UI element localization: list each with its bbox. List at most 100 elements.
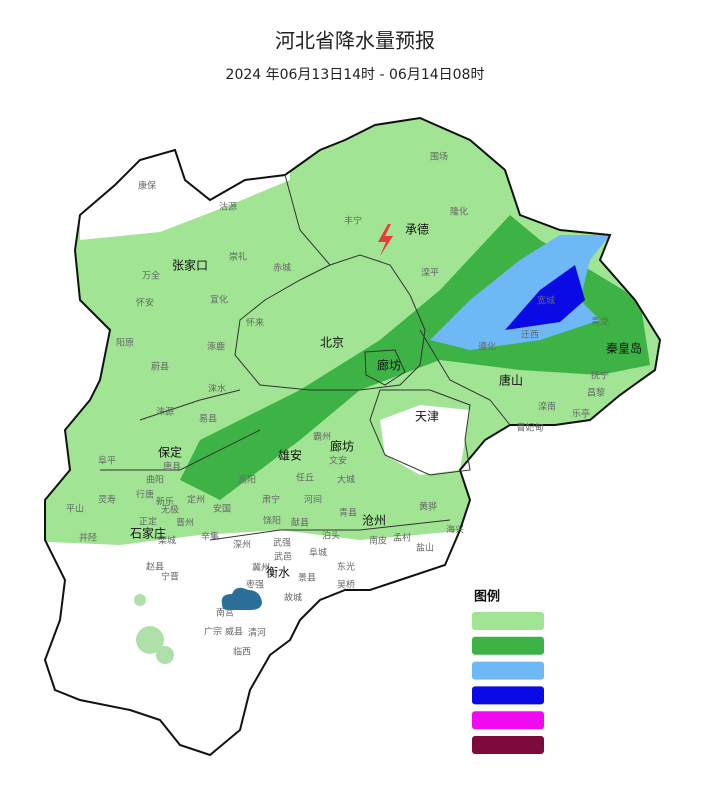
- county-label: 井陉: [79, 532, 97, 544]
- county-label: 万全: [142, 270, 160, 282]
- legend-swatch: [472, 736, 544, 754]
- county-label: 吴桥: [337, 579, 355, 591]
- city-label: 秦皇岛: [606, 341, 642, 356]
- county-label: 怀安: [136, 297, 154, 309]
- city-label: 张家口: [172, 258, 208, 273]
- county-label: 涞源: [156, 407, 174, 418]
- city-label: 唐山: [499, 373, 523, 388]
- county-label: 青龙: [591, 316, 609, 328]
- city-label: 石家庄: [130, 526, 166, 541]
- legend-swatch: [472, 711, 544, 730]
- city-label: 北京: [320, 336, 344, 350]
- county-label: 曹妃甸: [516, 422, 543, 434]
- county-label: 唐县: [163, 461, 181, 473]
- city-label: 雄安: [278, 448, 302, 463]
- legend-title: 图例: [474, 589, 500, 605]
- county-label: 枣强: [246, 580, 264, 591]
- county-label: 南宫: [216, 607, 234, 619]
- county-label: 清河: [248, 627, 266, 639]
- county-label: 行唐: [136, 489, 154, 501]
- legend: 图例: [472, 589, 544, 754]
- area-light-blue: [430, 235, 610, 350]
- county-label: 肃宁: [262, 494, 280, 506]
- legend-swatch: [472, 661, 544, 680]
- county-label: 冀州: [252, 562, 270, 574]
- county-label: 武邑: [274, 551, 292, 563]
- county-label: 栾城: [158, 535, 176, 547]
- county-label: 曲阳: [146, 475, 164, 486]
- city-label: 承德: [405, 222, 429, 237]
- city-label: 廊坊: [377, 358, 401, 373]
- city-label: 廊坊: [330, 439, 354, 454]
- county-label: 饶阳: [263, 515, 281, 527]
- county-label: 阜平: [98, 455, 116, 467]
- rain-cloud-icon: [221, 587, 262, 610]
- legend-swatch: [472, 686, 544, 705]
- county-label: 晋州: [176, 518, 194, 529]
- county-label: 任丘: [296, 472, 314, 484]
- county-label: 怀来: [246, 317, 264, 329]
- county-label: 无极: [161, 504, 179, 516]
- county-label: 隆化: [450, 206, 468, 218]
- area-blue: [505, 265, 585, 330]
- county-label: 盐山: [416, 542, 434, 554]
- county-label: 阜城: [309, 547, 327, 559]
- county-label: 广宗: [204, 626, 222, 638]
- area-none-south: [45, 530, 470, 755]
- county-label: 平山: [66, 504, 84, 515]
- county-label: 遵化: [478, 341, 496, 353]
- county-label: 宣化: [210, 294, 228, 306]
- scatter-patches: [134, 594, 174, 664]
- county-label: 乐亭: [572, 408, 590, 420]
- county-label: 正定: [139, 516, 157, 528]
- county-label: 高阳: [238, 474, 256, 486]
- county-label: 滦南: [538, 401, 556, 413]
- county-label: 抚宁: [591, 370, 609, 382]
- county-label: 易县: [199, 414, 217, 425]
- county-label: 灵寿: [98, 494, 116, 506]
- county-label: 文安: [329, 455, 347, 467]
- county-label: 涞水: [208, 383, 226, 395]
- county-label: 安国: [213, 503, 231, 515]
- county-label: 迁西: [521, 330, 539, 341]
- legend-swatch: [472, 636, 544, 655]
- county-label: 定州: [187, 494, 205, 506]
- county-label: 泊头: [322, 531, 340, 542]
- county-label: 故城: [284, 592, 302, 604]
- county-label: 崇礼: [229, 251, 247, 263]
- county-label: 河间: [304, 494, 322, 506]
- county-label: 景县: [298, 573, 316, 584]
- lightning-icon: [378, 224, 393, 256]
- city-label: 保定: [158, 445, 182, 460]
- subtitle: 2024 年06月13日14时 - 06月14日08时: [226, 67, 485, 83]
- city-label: 衡水: [266, 566, 290, 580]
- county-label: 大城: [337, 474, 355, 486]
- county-label: 滦平: [421, 267, 439, 279]
- city-label: 天津: [415, 410, 439, 424]
- county-label: 深州: [233, 540, 251, 551]
- county-label: 献县: [291, 517, 309, 529]
- county-label: 沽源: [219, 201, 237, 213]
- county-label: 东光: [337, 561, 355, 573]
- city-label: 沧州: [362, 513, 386, 528]
- county-label: 霸州: [313, 432, 331, 443]
- county-label: 赤城: [273, 263, 291, 274]
- county-label: 海兴: [446, 524, 464, 536]
- county-label: 武强: [273, 537, 291, 549]
- county-label: 威县: [225, 626, 243, 638]
- title: 河北省降水量预报: [275, 29, 435, 53]
- county-label: 辛集: [201, 531, 219, 543]
- boundaries: [100, 174, 511, 541]
- rain-areas: [45, 118, 660, 755]
- county-label: 涿鹿: [207, 341, 225, 353]
- county-label: 昌黎: [587, 387, 605, 399]
- county-label: 新乐: [156, 496, 174, 508]
- county-label: 蔚县: [151, 361, 169, 373]
- county-label: 围场: [430, 152, 448, 163]
- area-none-tianjin: [380, 405, 470, 475]
- county-label: 宽城: [537, 295, 555, 307]
- county-label: 阳原: [116, 338, 134, 349]
